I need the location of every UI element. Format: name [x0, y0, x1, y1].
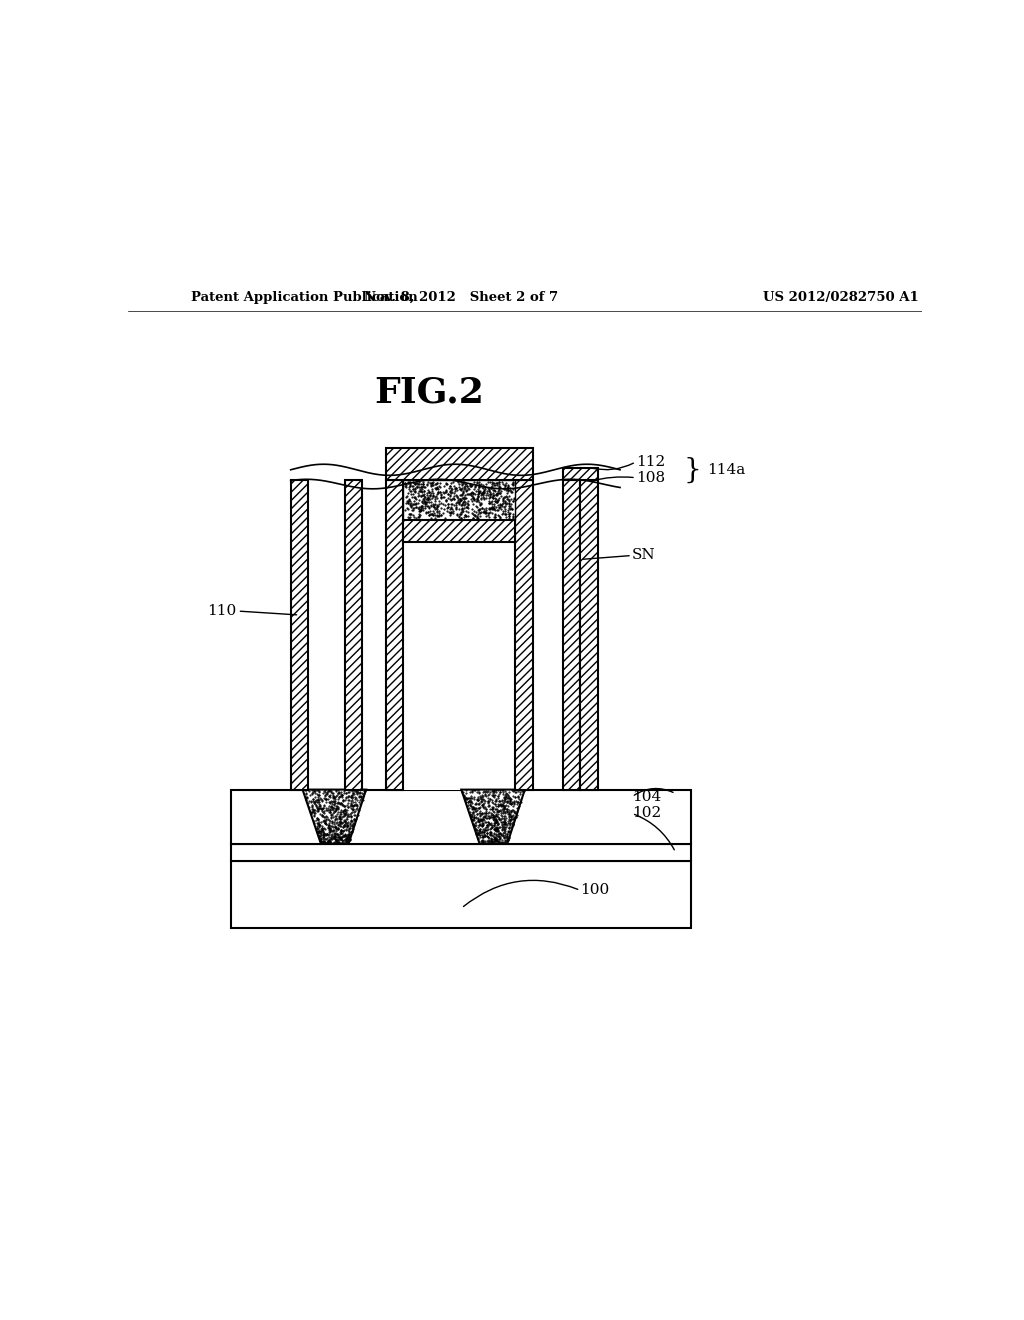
Text: US 2012/0282750 A1: US 2012/0282750 A1	[763, 292, 919, 304]
Text: Patent Application Publication: Patent Application Publication	[191, 292, 418, 304]
Bar	[386, 449, 532, 480]
Bar	[563, 480, 581, 789]
Text: 102: 102	[632, 807, 662, 821]
Text: 100: 100	[581, 883, 609, 898]
Text: 104: 104	[632, 789, 662, 804]
Bar	[386, 480, 403, 789]
Bar	[515, 480, 532, 789]
Bar	[403, 480, 515, 789]
Polygon shape	[303, 789, 367, 843]
Text: 112: 112	[636, 455, 666, 469]
Text: }: }	[684, 457, 701, 483]
Bar	[291, 480, 308, 789]
Bar	[231, 843, 691, 861]
Bar	[403, 480, 515, 520]
Bar	[581, 480, 598, 789]
Text: 110: 110	[207, 605, 237, 618]
Bar	[403, 520, 515, 543]
Bar	[231, 861, 691, 928]
Text: Nov. 8, 2012   Sheet 2 of 7: Nov. 8, 2012 Sheet 2 of 7	[365, 292, 558, 304]
Bar	[231, 789, 691, 843]
Text: SN: SN	[632, 549, 655, 562]
Text: FIG.2: FIG.2	[375, 376, 484, 409]
Text: 108: 108	[636, 471, 665, 484]
Bar	[345, 480, 362, 789]
Bar	[563, 469, 598, 480]
Text: 114a: 114a	[708, 463, 745, 477]
Polygon shape	[461, 789, 524, 843]
